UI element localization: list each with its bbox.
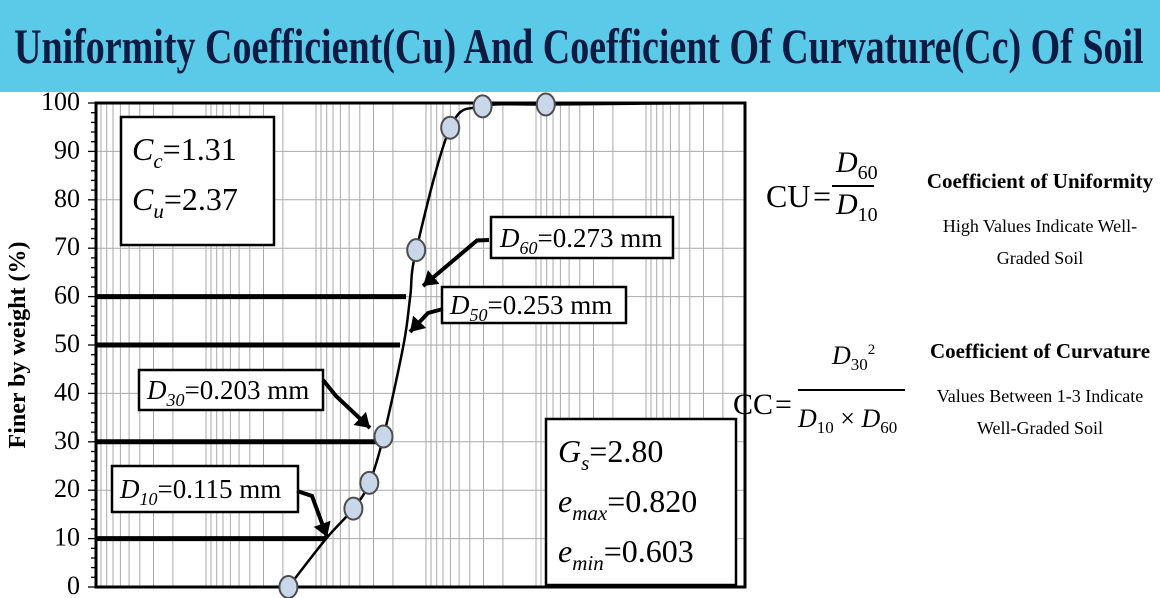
svg-text:Graded Soil: Graded Soil — [997, 248, 1083, 268]
svg-text:D60: D60 — [835, 146, 878, 184]
svg-text:Well-Graded Soil: Well-Graded Soil — [977, 418, 1103, 438]
svg-text:Finer by weight (%): Finer by weight (%) — [5, 242, 31, 449]
svg-text:60: 60 — [54, 281, 80, 310]
svg-text:=: = — [813, 178, 831, 214]
svg-text:CC: CC — [733, 388, 773, 421]
svg-text:D302: D302 — [831, 341, 875, 374]
svg-text:Gs=2.80: Gs=2.80 — [558, 433, 663, 475]
svg-text:10: 10 — [54, 523, 80, 552]
svg-text:50: 50 — [54, 329, 80, 358]
svg-text:30: 30 — [54, 426, 80, 455]
svg-text:70: 70 — [54, 232, 80, 261]
svg-text:40: 40 — [54, 377, 80, 406]
svg-text:Coefficient of Uniformity: Coefficient of Uniformity — [927, 169, 1154, 193]
svg-text:CU: CU — [766, 178, 810, 214]
svg-text:Values Between 1-3 Indicate: Values Between 1-3 Indicate — [937, 386, 1143, 406]
svg-text:20: 20 — [54, 474, 80, 503]
svg-text:High Values Indicate Well-: High Values Indicate Well- — [943, 216, 1137, 236]
svg-text:100: 100 — [41, 92, 80, 116]
svg-text:D10: D10 — [835, 188, 878, 226]
svg-text:80: 80 — [54, 184, 80, 213]
svg-text:Coefficient of Curvature: Coefficient of Curvature — [930, 339, 1150, 363]
svg-text:Cc=1.31: Cc=1.31 — [132, 131, 237, 173]
svg-text:=: = — [775, 388, 792, 421]
svg-text:Cu=2.37: Cu=2.37 — [132, 181, 238, 223]
svg-text:0: 0 — [67, 571, 80, 598]
svg-text:D10 × D60: D10 × D60 — [797, 404, 897, 437]
svg-text:90: 90 — [54, 135, 80, 164]
